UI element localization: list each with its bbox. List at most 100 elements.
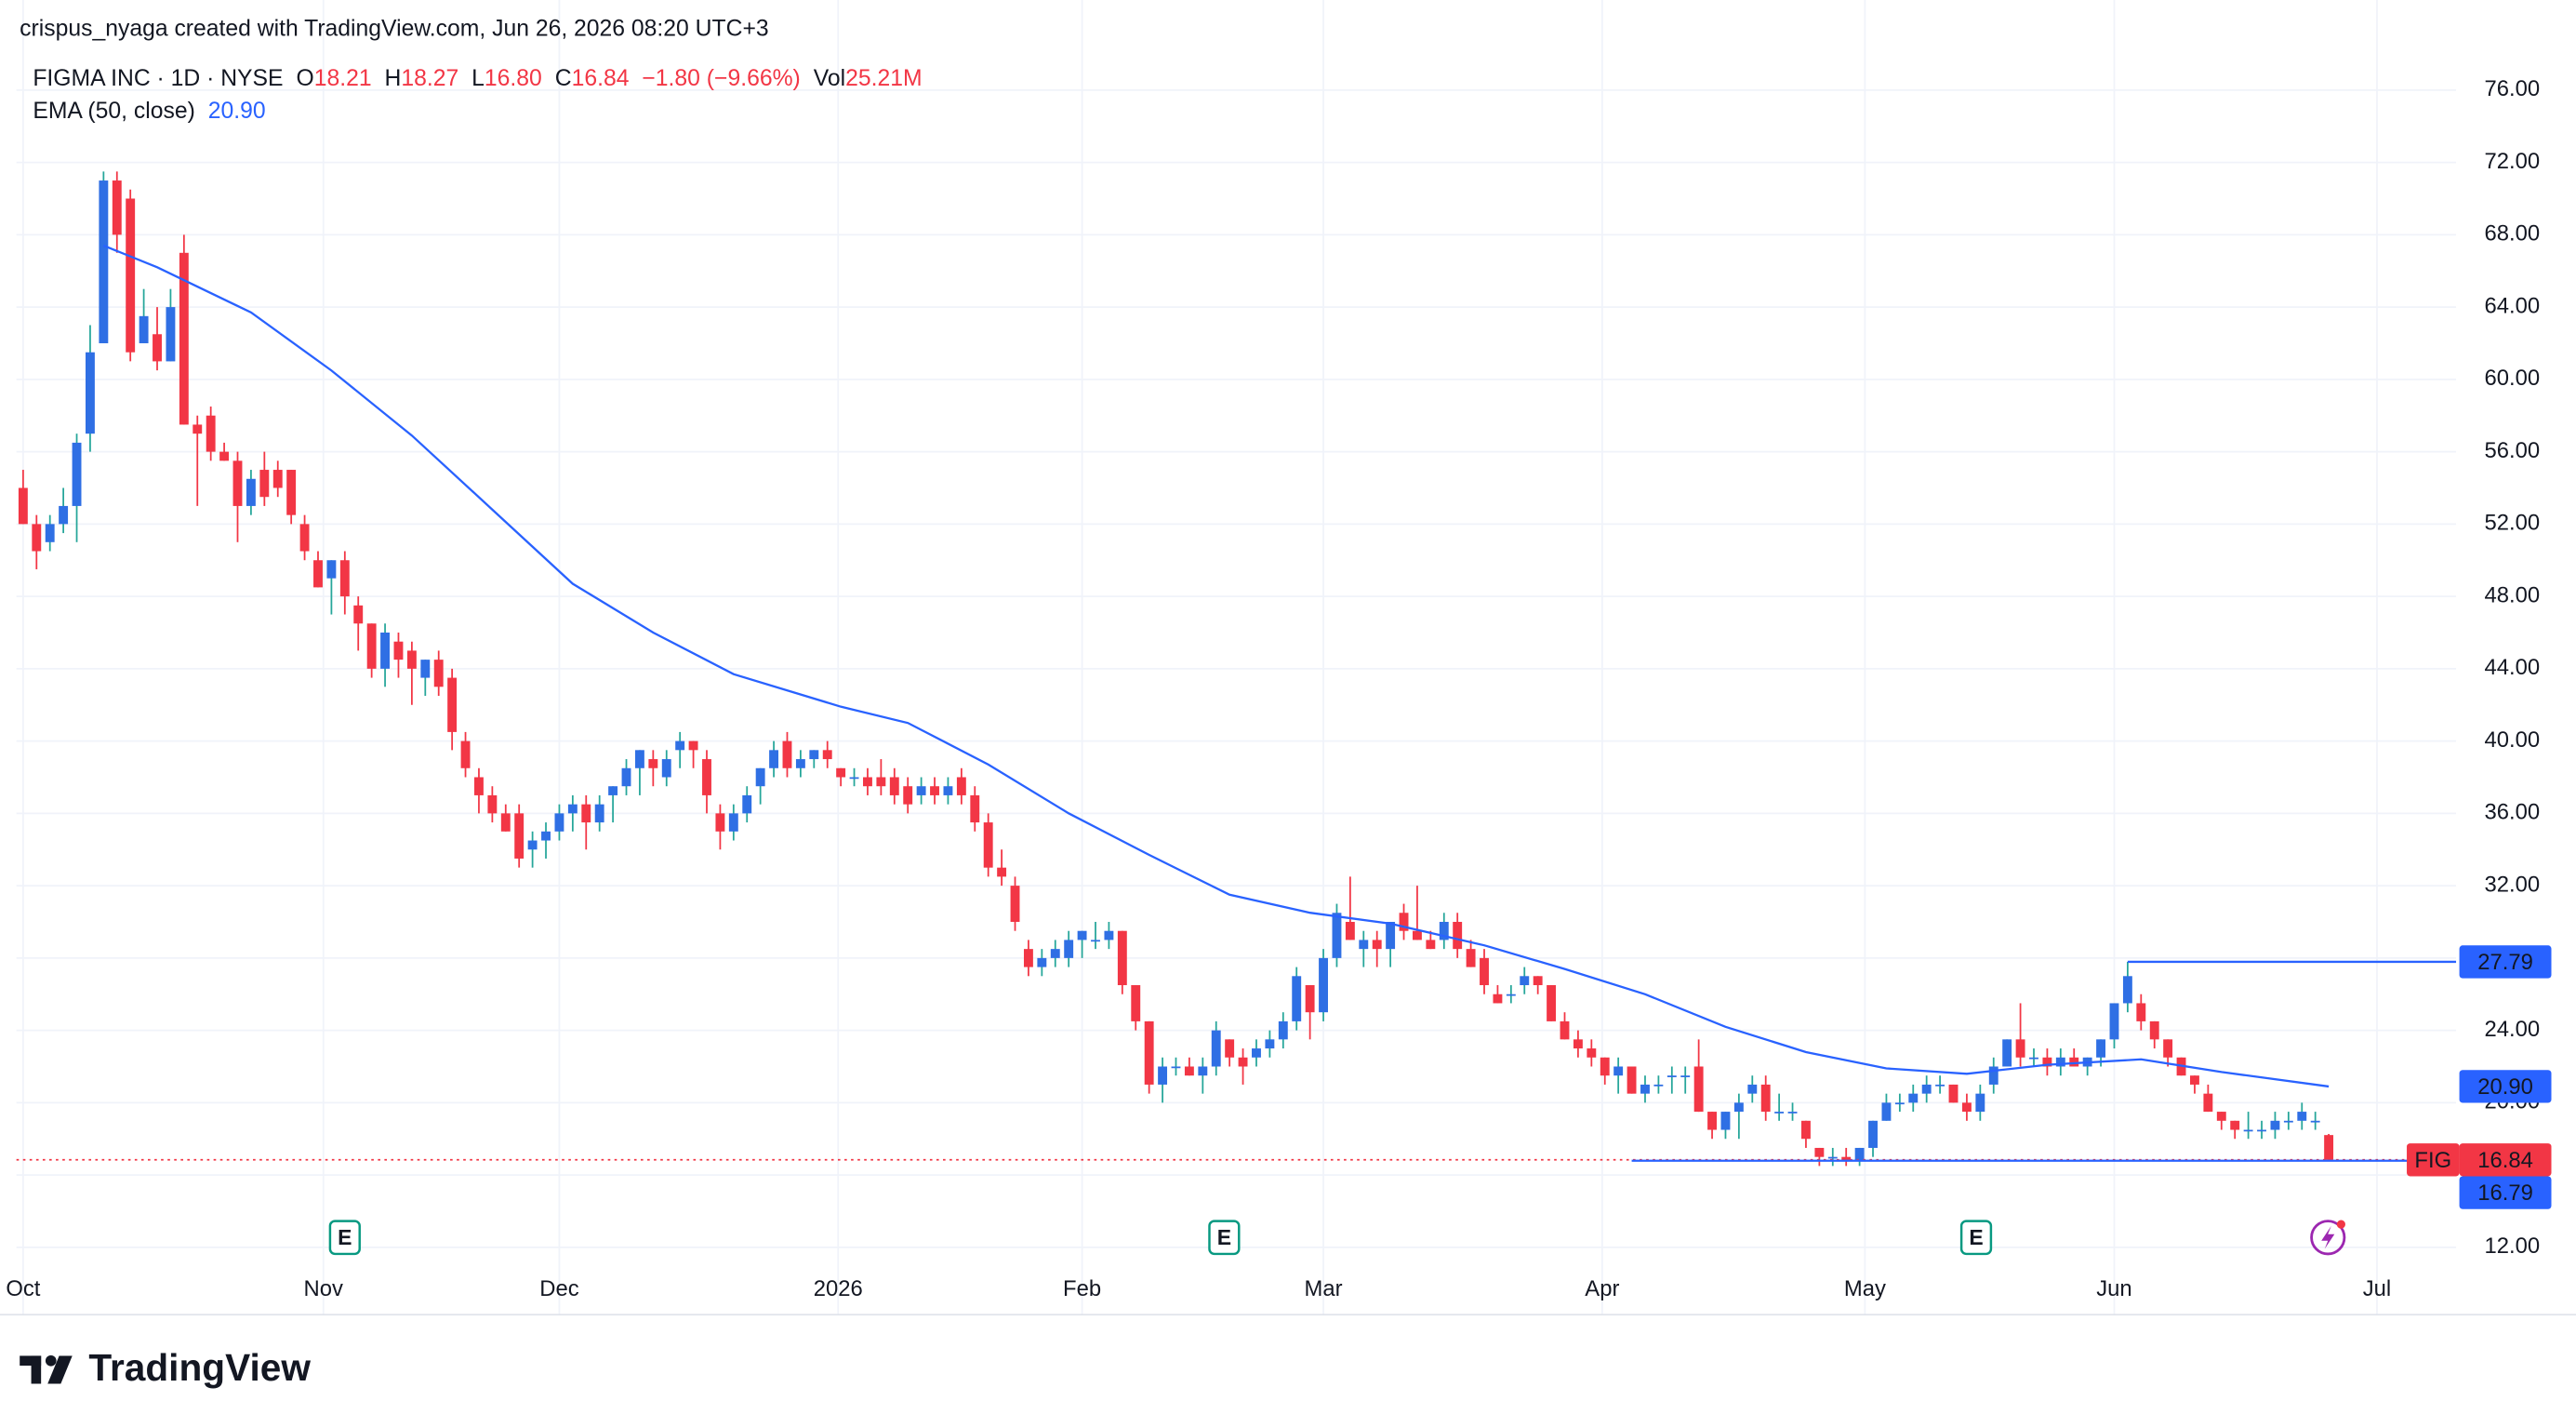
candle-body (1680, 1075, 1691, 1077)
candle-body (1547, 985, 1557, 1021)
candle-body (554, 813, 564, 832)
candle-body (2096, 1039, 2106, 1058)
candle-body (193, 424, 203, 434)
candle-body (1225, 1039, 1235, 1058)
candle-body (634, 750, 644, 768)
candle-body (970, 794, 980, 823)
last-price-label: 16.84 (2477, 1148, 2533, 1173)
candle-body (1345, 921, 1355, 940)
candle-body (1037, 957, 1047, 967)
y-tick-label: 52.00 (2484, 511, 2540, 536)
candle-body (232, 460, 243, 506)
candle-body (876, 777, 886, 787)
legend-high-label: H (385, 65, 402, 90)
candle-body (527, 840, 538, 850)
candle-body (1171, 1066, 1181, 1069)
candle-body (1801, 1120, 1811, 1140)
candle-body (1774, 1112, 1785, 1114)
level-label-box (2459, 1176, 2552, 1209)
candle-body (608, 786, 618, 795)
candle-body (1693, 1066, 1704, 1113)
candle-body (1921, 1084, 1932, 1094)
candle-body (863, 777, 872, 787)
marks-layer (16, 171, 2457, 1167)
candle-body (1988, 1066, 1998, 1085)
y-tick-label: 12.00 (2484, 1234, 2540, 1259)
candle-body (1238, 1057, 1248, 1067)
candle-body (1520, 976, 1530, 986)
candle-body (1023, 949, 1033, 967)
candle-body (179, 252, 189, 425)
logo-bar (20, 1355, 42, 1367)
legend-volume: 25.21M (845, 65, 922, 90)
candle-body (139, 315, 149, 343)
candle-body (474, 777, 484, 795)
candle-body (594, 804, 604, 823)
level-label: 27.79 (2477, 950, 2533, 975)
symbol-label: FIG (2414, 1148, 2451, 1173)
candle-body (1573, 1039, 1583, 1049)
candle-body (661, 759, 671, 778)
ema-line (102, 244, 2330, 1088)
candle-body (32, 524, 42, 552)
candle-body (500, 813, 511, 832)
candle-body (795, 759, 805, 768)
level-label-box (2459, 945, 2552, 979)
candle-body (1131, 985, 1141, 1021)
candle-body (460, 740, 471, 768)
x-tick-label: Dec (539, 1276, 578, 1301)
candle-body (2163, 1039, 2173, 1058)
candle-body (1372, 940, 1382, 950)
candle-body (688, 740, 698, 751)
y-tick-label: 44.00 (2484, 655, 2540, 680)
y-tick-label: 56.00 (2484, 438, 2540, 463)
x-tick-label: Feb (1063, 1276, 1101, 1301)
candle-body (1600, 1057, 1610, 1076)
candle-body (326, 560, 337, 579)
candle-body (259, 470, 270, 498)
candle-body (1854, 1147, 1865, 1161)
candle-body (581, 804, 591, 823)
candle-body (380, 632, 391, 669)
candle-body (1439, 921, 1449, 940)
candle-body (313, 560, 323, 588)
candle-body (1747, 1084, 1758, 1094)
candle-body (1613, 1066, 1624, 1076)
candle-body (1386, 921, 1396, 950)
candle-body (2069, 1057, 2079, 1067)
candle-body (2230, 1120, 2240, 1130)
y-tick-label: 24.00 (2484, 1017, 2540, 1042)
candle-body (648, 759, 658, 768)
ema-label: 20.90 (2477, 1074, 2533, 1100)
candle-body (447, 677, 458, 732)
ema-label-box (2459, 1070, 2552, 1103)
candle-body (1560, 1020, 1570, 1040)
x-tick-label: Jun (2096, 1276, 2131, 1301)
candle-body (728, 813, 738, 832)
candle-body (1760, 1084, 1771, 1113)
attribution: crispus_nyaga created with TradingView.c… (20, 16, 768, 41)
candle-body (2243, 1129, 2253, 1132)
legend-high: 18.27 (401, 65, 458, 90)
candle-body (1466, 949, 1476, 967)
candle-body (1827, 1156, 1838, 1159)
candle-body (2203, 1093, 2213, 1113)
candle-body (299, 524, 310, 552)
candle-body (59, 505, 69, 525)
legend-low-label: L (471, 65, 485, 90)
y-tick-label: 72.00 (2484, 149, 2540, 174)
candle-body (983, 822, 993, 868)
candle-body (166, 307, 176, 362)
candle-body (339, 560, 350, 597)
candle-body (153, 334, 162, 362)
candle-body (433, 660, 444, 687)
candle-body (1908, 1093, 1919, 1103)
candle-body (393, 641, 404, 660)
x-tick-label: May (1844, 1276, 1886, 1301)
candle-body (1144, 1020, 1154, 1085)
grid-layer (16, 0, 2457, 1315)
candle-body (567, 804, 578, 814)
